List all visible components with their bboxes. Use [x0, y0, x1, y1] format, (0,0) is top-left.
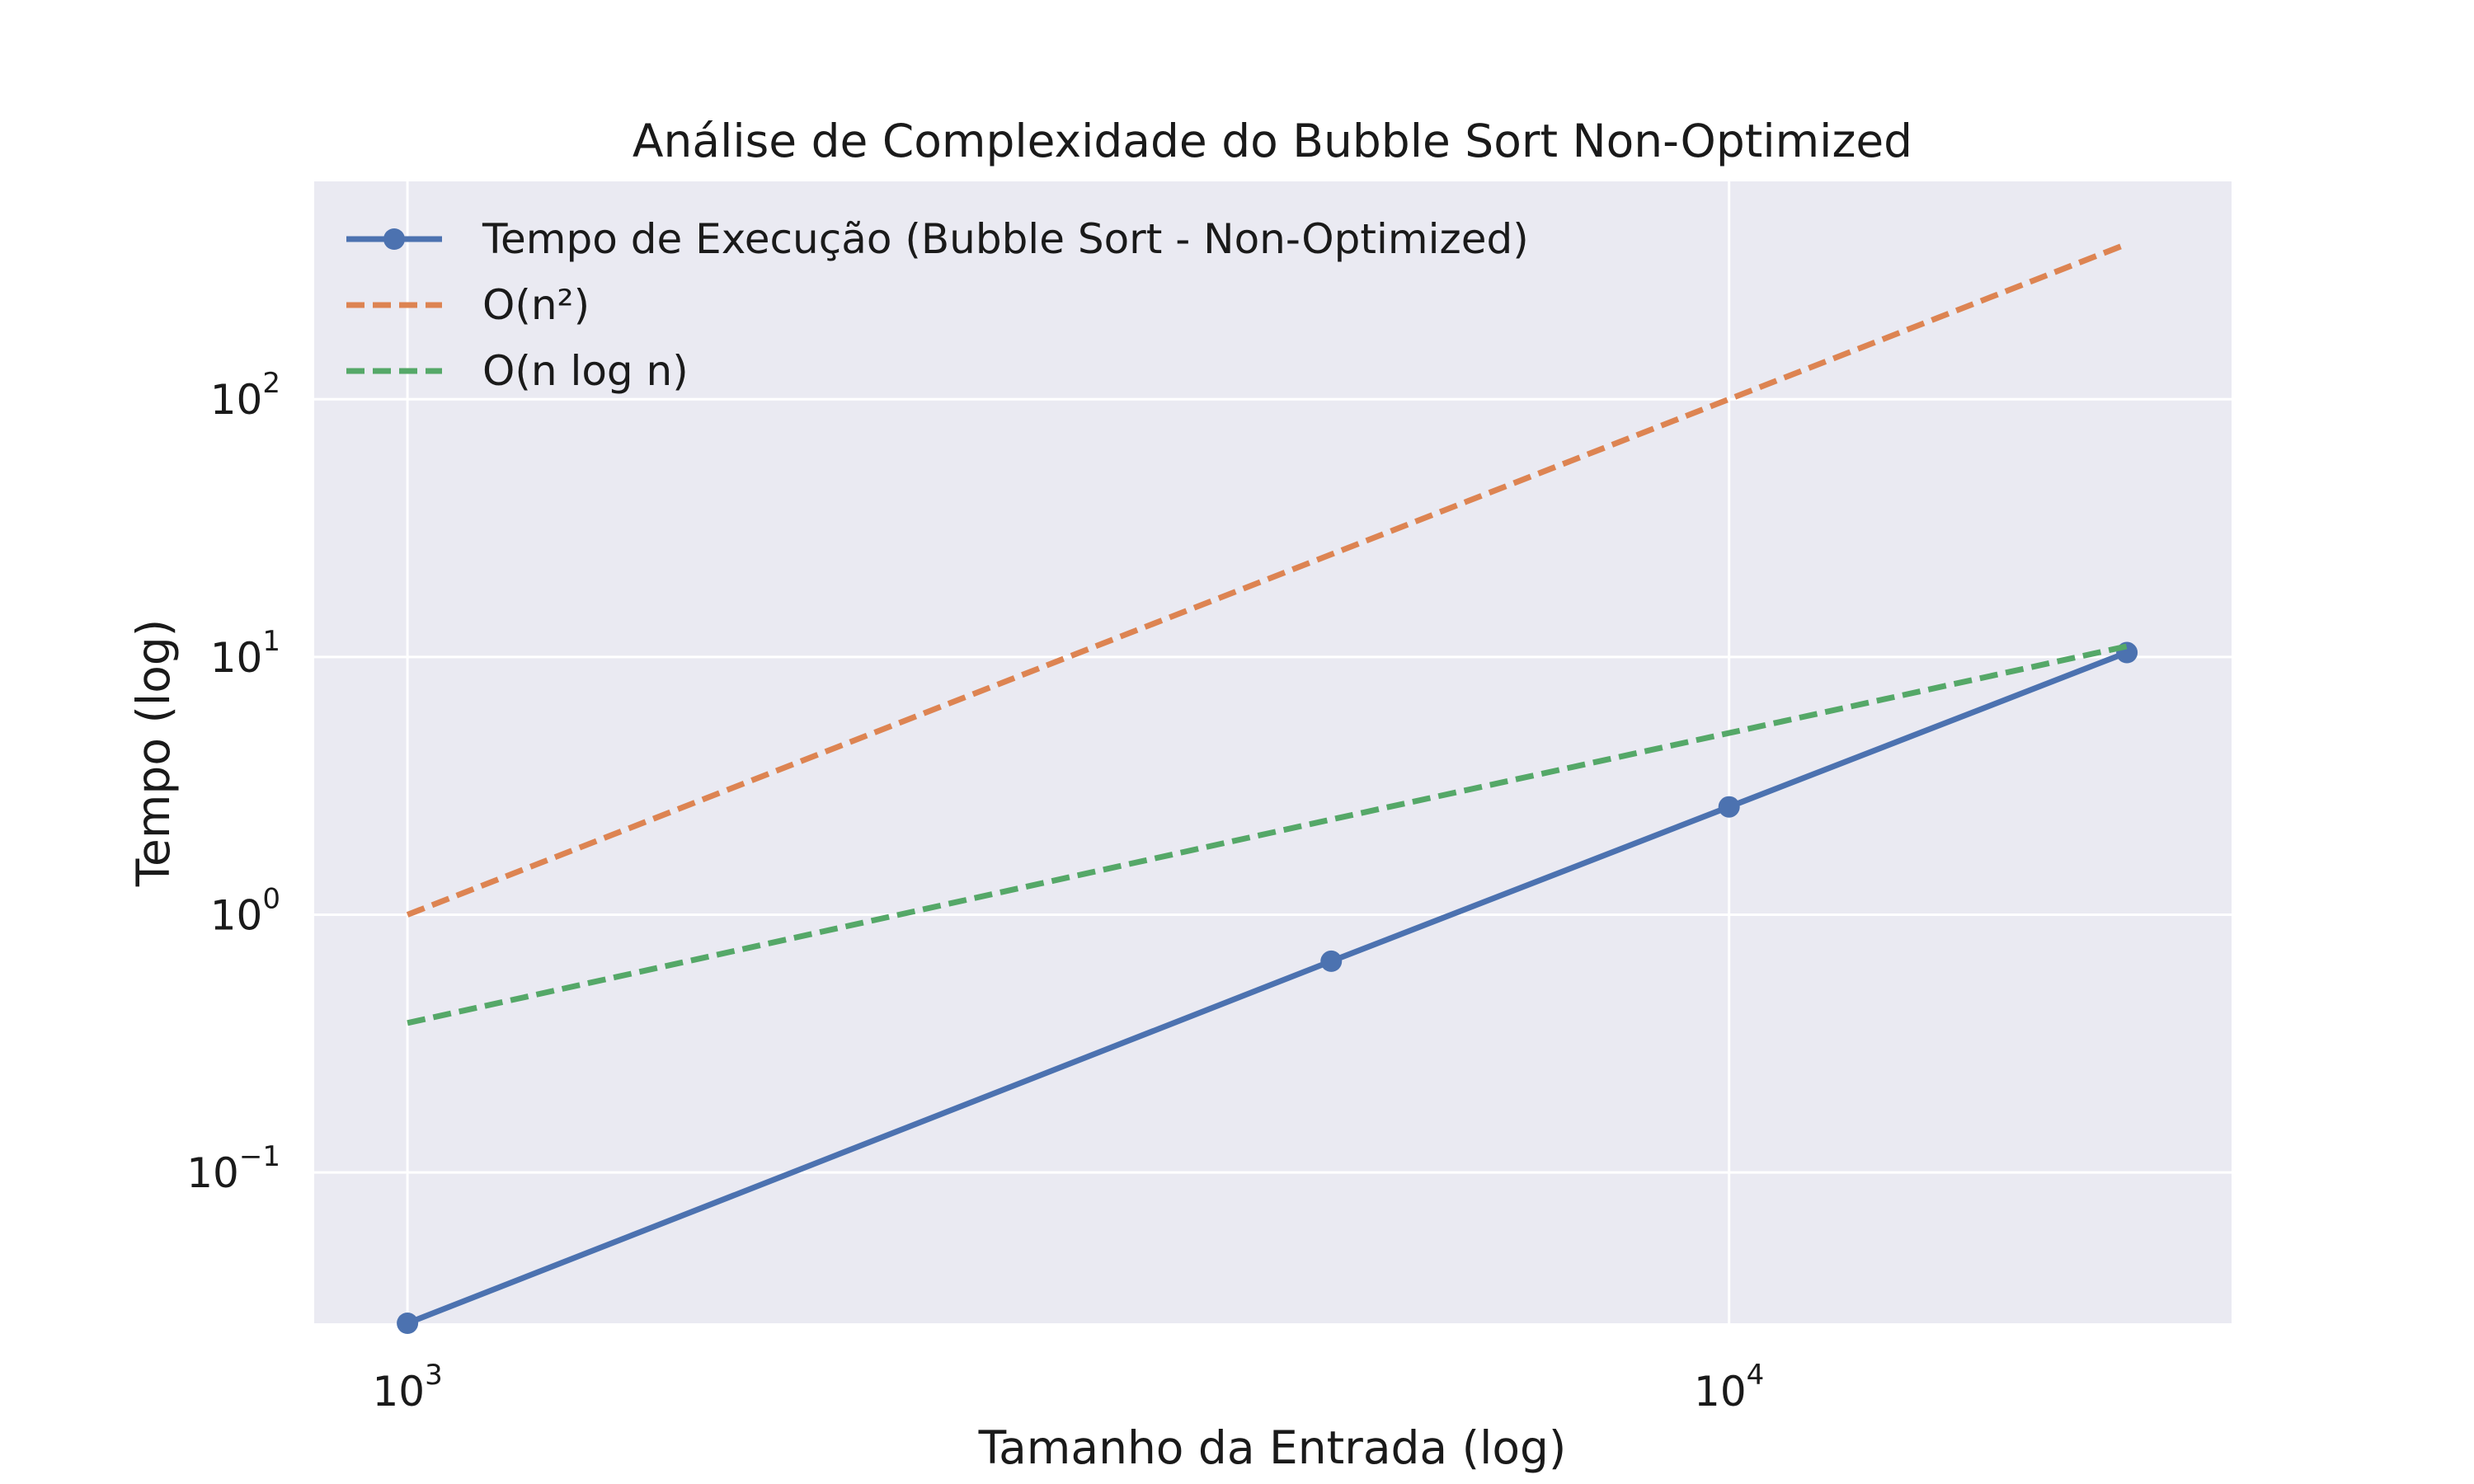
y-tick-label: 10−1 [186, 1140, 280, 1197]
series-line-1 [406, 241, 2128, 918]
x-tick-label: 103 [372, 1359, 442, 1416]
x-axis-label: Tamanho da Entrada (log) [978, 1421, 1567, 1474]
legend-marker [383, 228, 405, 250]
data-point [1718, 796, 1740, 818]
series-line-2 [407, 643, 2128, 1026]
legend-label: O(n²) [482, 281, 590, 329]
data-point [397, 1313, 419, 1334]
tick-labels: 103 104 10−1 100 101 102 [186, 367, 1764, 1416]
x-tick-label: 104 [1694, 1359, 1764, 1416]
y-tick-label: 101 [210, 625, 280, 682]
series-line-0 [406, 650, 2128, 1327]
series-layer [397, 241, 2138, 1334]
y-axis-label: Tempo (log) [127, 619, 180, 887]
legend-label: Tempo de Execução (Bubble Sort - Non-Opt… [482, 215, 1529, 263]
y-tick-label: 100 [210, 882, 280, 939]
data-point [1320, 950, 1343, 972]
chart-title: Análise de Complexidade do Bubble Sort N… [633, 115, 1912, 167]
legend: Tempo de Execução (Bubble Sort - Non-Opt… [346, 215, 1529, 395]
plot-area [314, 181, 2232, 1323]
y-tick-label: 102 [210, 367, 280, 424]
legend-label: O(n log n) [482, 347, 689, 395]
